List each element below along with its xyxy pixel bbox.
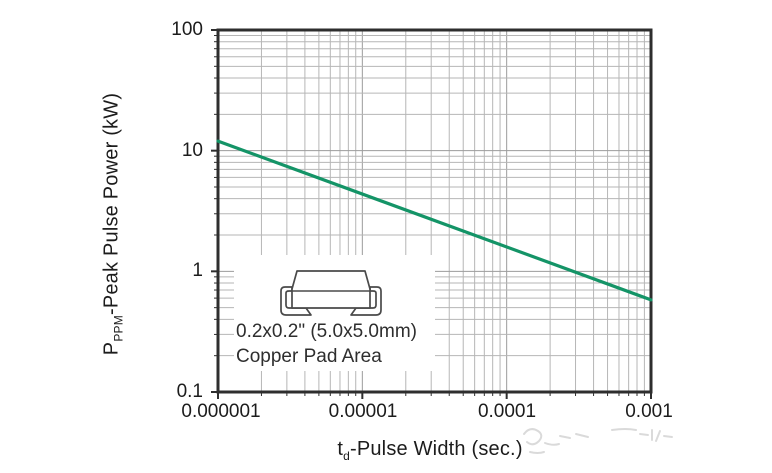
x-tick-label-1e-5: 0.00001: [328, 401, 398, 422]
plot-frame: [216, 28, 653, 394]
pad-label-text: Copper Pad Area: [236, 346, 382, 367]
y-tick-label-1: 1: [192, 260, 203, 281]
pad-size-text: 0.2x0.2" (5.0x5.0mm): [236, 321, 417, 342]
y-axis-title-sub: PPM: [111, 315, 126, 342]
x-tick-label-1e-4: 0.0001: [477, 401, 537, 422]
watermark: [523, 428, 673, 454]
gridlines: [218, 30, 651, 392]
x-tick-label-1e-3: 0.001: [625, 401, 673, 422]
x-axis-title-base: t: [337, 438, 344, 460]
y-axis-title-rest: -Peak Pulse Power (kW): [100, 92, 123, 316]
x-tick-label-1e-6: 0.000001: [181, 401, 261, 422]
y-axis-title-base: P: [100, 341, 123, 356]
y-tick-label-100: 100: [171, 19, 203, 40]
series-line: [216, 139, 653, 302]
y-tick-label-10: 10: [181, 140, 203, 161]
x-axis-title: td-Pulse Width (sec.): [337, 438, 523, 463]
x-axis-title-sub: d: [343, 449, 350, 463]
pad-area-annotation: 0.2x0.2" (5.0x5.0mm) Copper Pad Area: [234, 255, 435, 371]
y-axis-title: PPPM-Peak Pulse Power (kW): [100, 92, 126, 356]
smd-package-outline-icon: [280, 270, 382, 316]
x-axis-title-rest: -Pulse Width (sec.): [349, 438, 523, 460]
y-tick-label-0p1: 0.1: [176, 381, 203, 402]
